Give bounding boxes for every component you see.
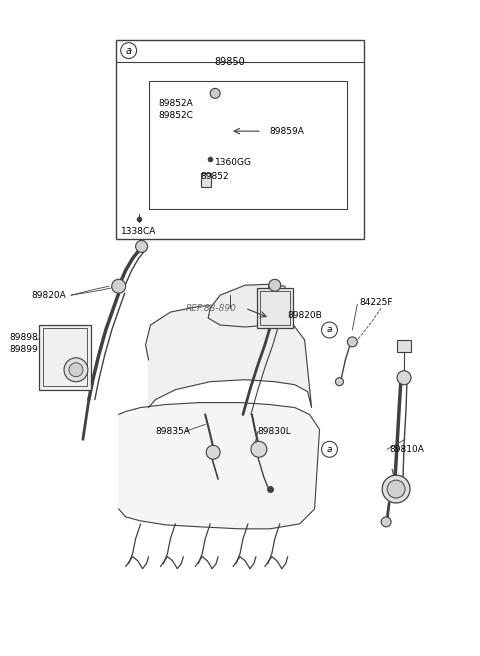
Text: 89820B: 89820B <box>288 310 323 319</box>
Text: 89810A: 89810A <box>389 445 424 454</box>
Text: 89835A: 89835A <box>156 427 191 436</box>
Circle shape <box>382 475 410 503</box>
Circle shape <box>322 441 337 457</box>
Text: 89852C: 89852C <box>158 111 193 120</box>
Polygon shape <box>208 284 290 327</box>
Text: a: a <box>327 325 332 335</box>
Circle shape <box>322 322 337 338</box>
Bar <box>201 173 211 187</box>
Text: 84225F: 84225F <box>360 298 393 306</box>
Polygon shape <box>119 403 320 529</box>
Circle shape <box>348 337 357 347</box>
Text: 1360GG: 1360GG <box>215 159 252 167</box>
Bar <box>43 328 87 386</box>
Text: 89852: 89852 <box>200 173 229 181</box>
Bar <box>257 288 293 328</box>
Circle shape <box>269 279 281 291</box>
Text: a: a <box>327 445 332 454</box>
Text: 1338CA: 1338CA <box>120 226 156 236</box>
Circle shape <box>64 358 88 382</box>
Circle shape <box>336 378 343 386</box>
Text: a: a <box>126 46 132 56</box>
Circle shape <box>136 241 147 253</box>
Circle shape <box>206 445 220 459</box>
Bar <box>260 291 290 325</box>
Circle shape <box>387 480 405 498</box>
Text: 89830L: 89830L <box>257 427 291 436</box>
Circle shape <box>112 279 126 293</box>
Bar <box>39 325 91 390</box>
Text: 89850: 89850 <box>215 56 245 66</box>
Bar <box>116 39 364 239</box>
Circle shape <box>381 517 391 527</box>
Polygon shape <box>145 305 312 407</box>
Circle shape <box>120 43 137 58</box>
Bar <box>148 81 348 209</box>
Circle shape <box>69 363 83 377</box>
Circle shape <box>397 371 411 384</box>
Text: 89859A: 89859A <box>270 127 305 136</box>
Bar <box>397 340 411 352</box>
Text: 89820A: 89820A <box>31 291 66 300</box>
Text: 89899: 89899 <box>9 345 38 354</box>
Circle shape <box>251 441 267 457</box>
Text: REF.88-890: REF.88-890 <box>185 304 236 313</box>
Circle shape <box>210 89 220 98</box>
Text: 89852A: 89852A <box>158 99 193 108</box>
Text: 89898: 89898 <box>9 333 38 342</box>
